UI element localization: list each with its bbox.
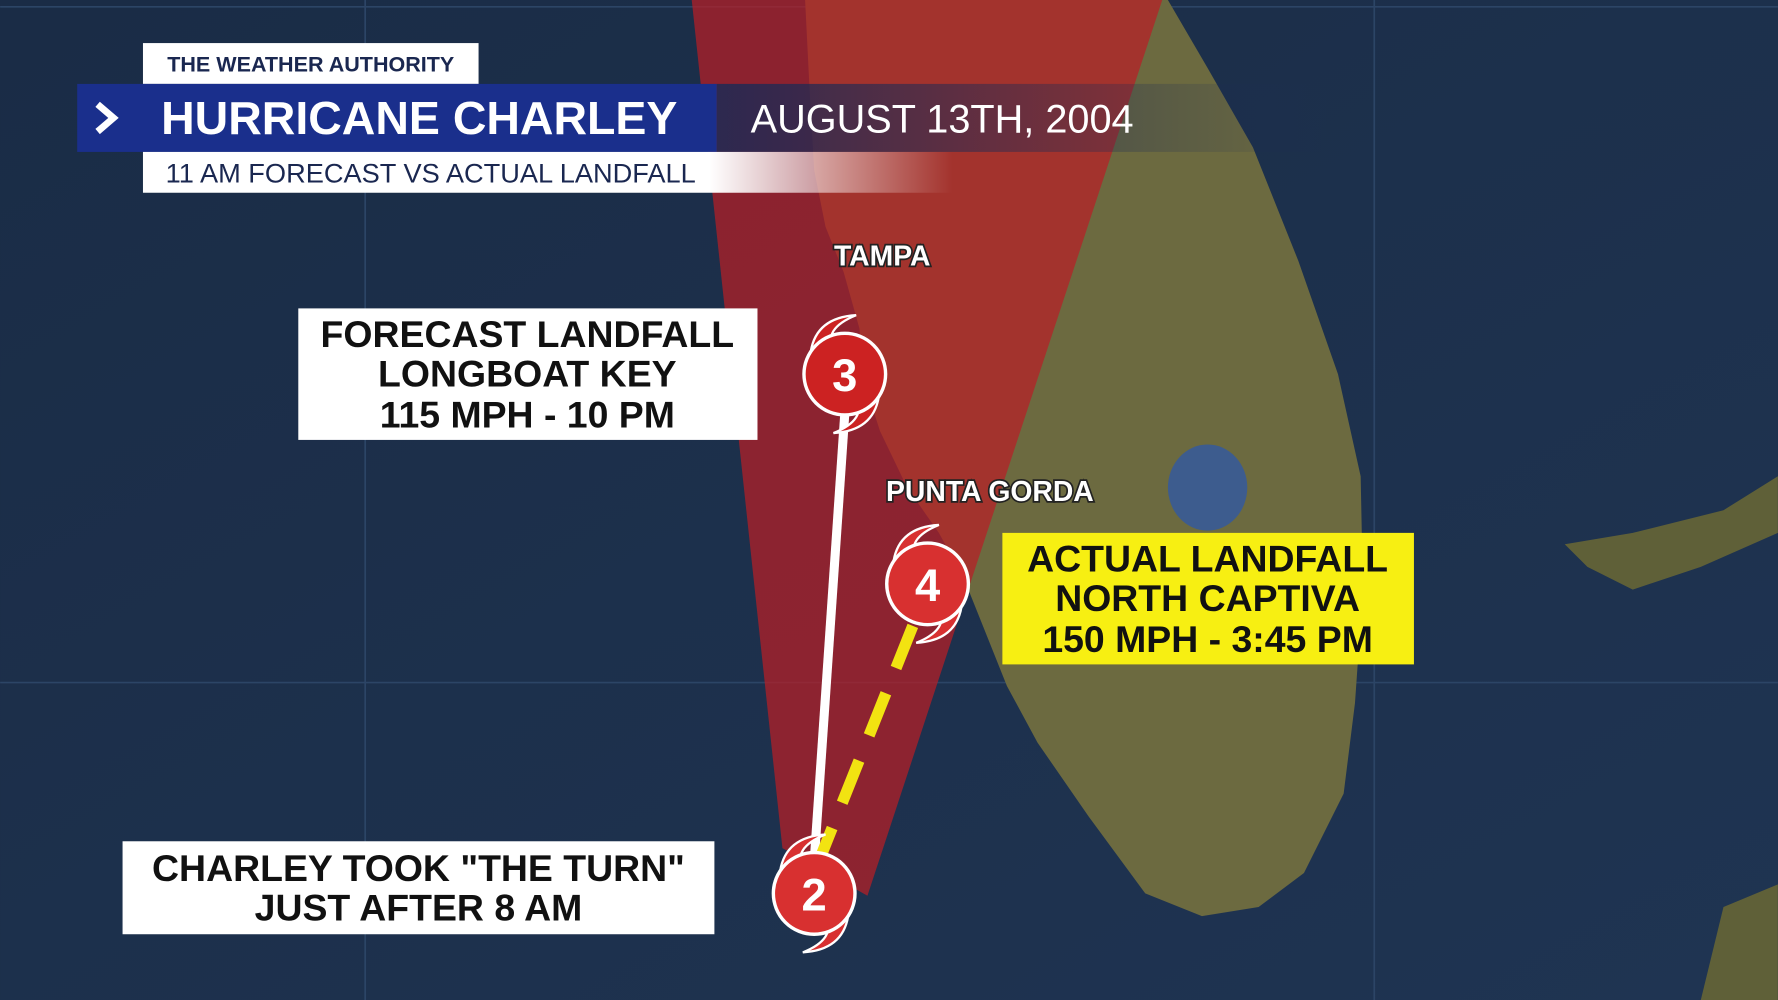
lake-okeechobee — [1167, 444, 1248, 531]
callout-line: CHARLEY TOOK "THE TURN" — [152, 847, 685, 889]
subtitle-box — [142, 151, 953, 193]
bahamas — [1564, 476, 1778, 590]
storm-icon: 2 — [771, 833, 857, 954]
title: HURRICANE CHARLEY — [161, 92, 677, 144]
chevron — [95, 101, 119, 135]
brand: THE WEATHER AUTHORITY — [167, 52, 455, 76]
title-bar — [77, 83, 717, 152]
city-label: TAMPA — [834, 240, 931, 272]
callout-line: 115 MPH - 10 PM — [380, 393, 675, 435]
forecast-track — [809, 413, 850, 862]
storm-category: 2 — [802, 869, 827, 920]
callout-box — [1002, 532, 1414, 665]
callout-line: FORECAST LANDFALL — [321, 313, 735, 355]
actual-track — [813, 623, 919, 864]
callout-line: NORTH CAPTIVA — [1055, 577, 1360, 619]
callout-line: JUST AFTER 8 AM — [255, 887, 583, 929]
forecast-cone — [691, 0, 1163, 896]
callout-box — [122, 841, 715, 935]
callout-box — [298, 308, 758, 440]
date: AUGUST 13TH, 2004 — [751, 98, 1134, 142]
storm-icon: 4 — [885, 523, 971, 644]
callout-line: LONGBOAT KEY — [378, 353, 677, 395]
city-label: PUNTA GORDA — [886, 476, 1094, 508]
date-band — [716, 83, 1329, 152]
storm-icon: 3 — [802, 314, 888, 435]
brand-box — [142, 43, 479, 84]
storm-category: 3 — [832, 350, 857, 401]
callout-line: ACTUAL LANDFALL — [1027, 537, 1388, 579]
subtitle: 11 AM FORECAST VS ACTUAL LANDFALL — [166, 158, 696, 189]
callout-line: 150 MPH - 3:45 PM — [1042, 618, 1373, 660]
storm-category: 4 — [915, 560, 940, 611]
cuba — [1700, 884, 1778, 1000]
